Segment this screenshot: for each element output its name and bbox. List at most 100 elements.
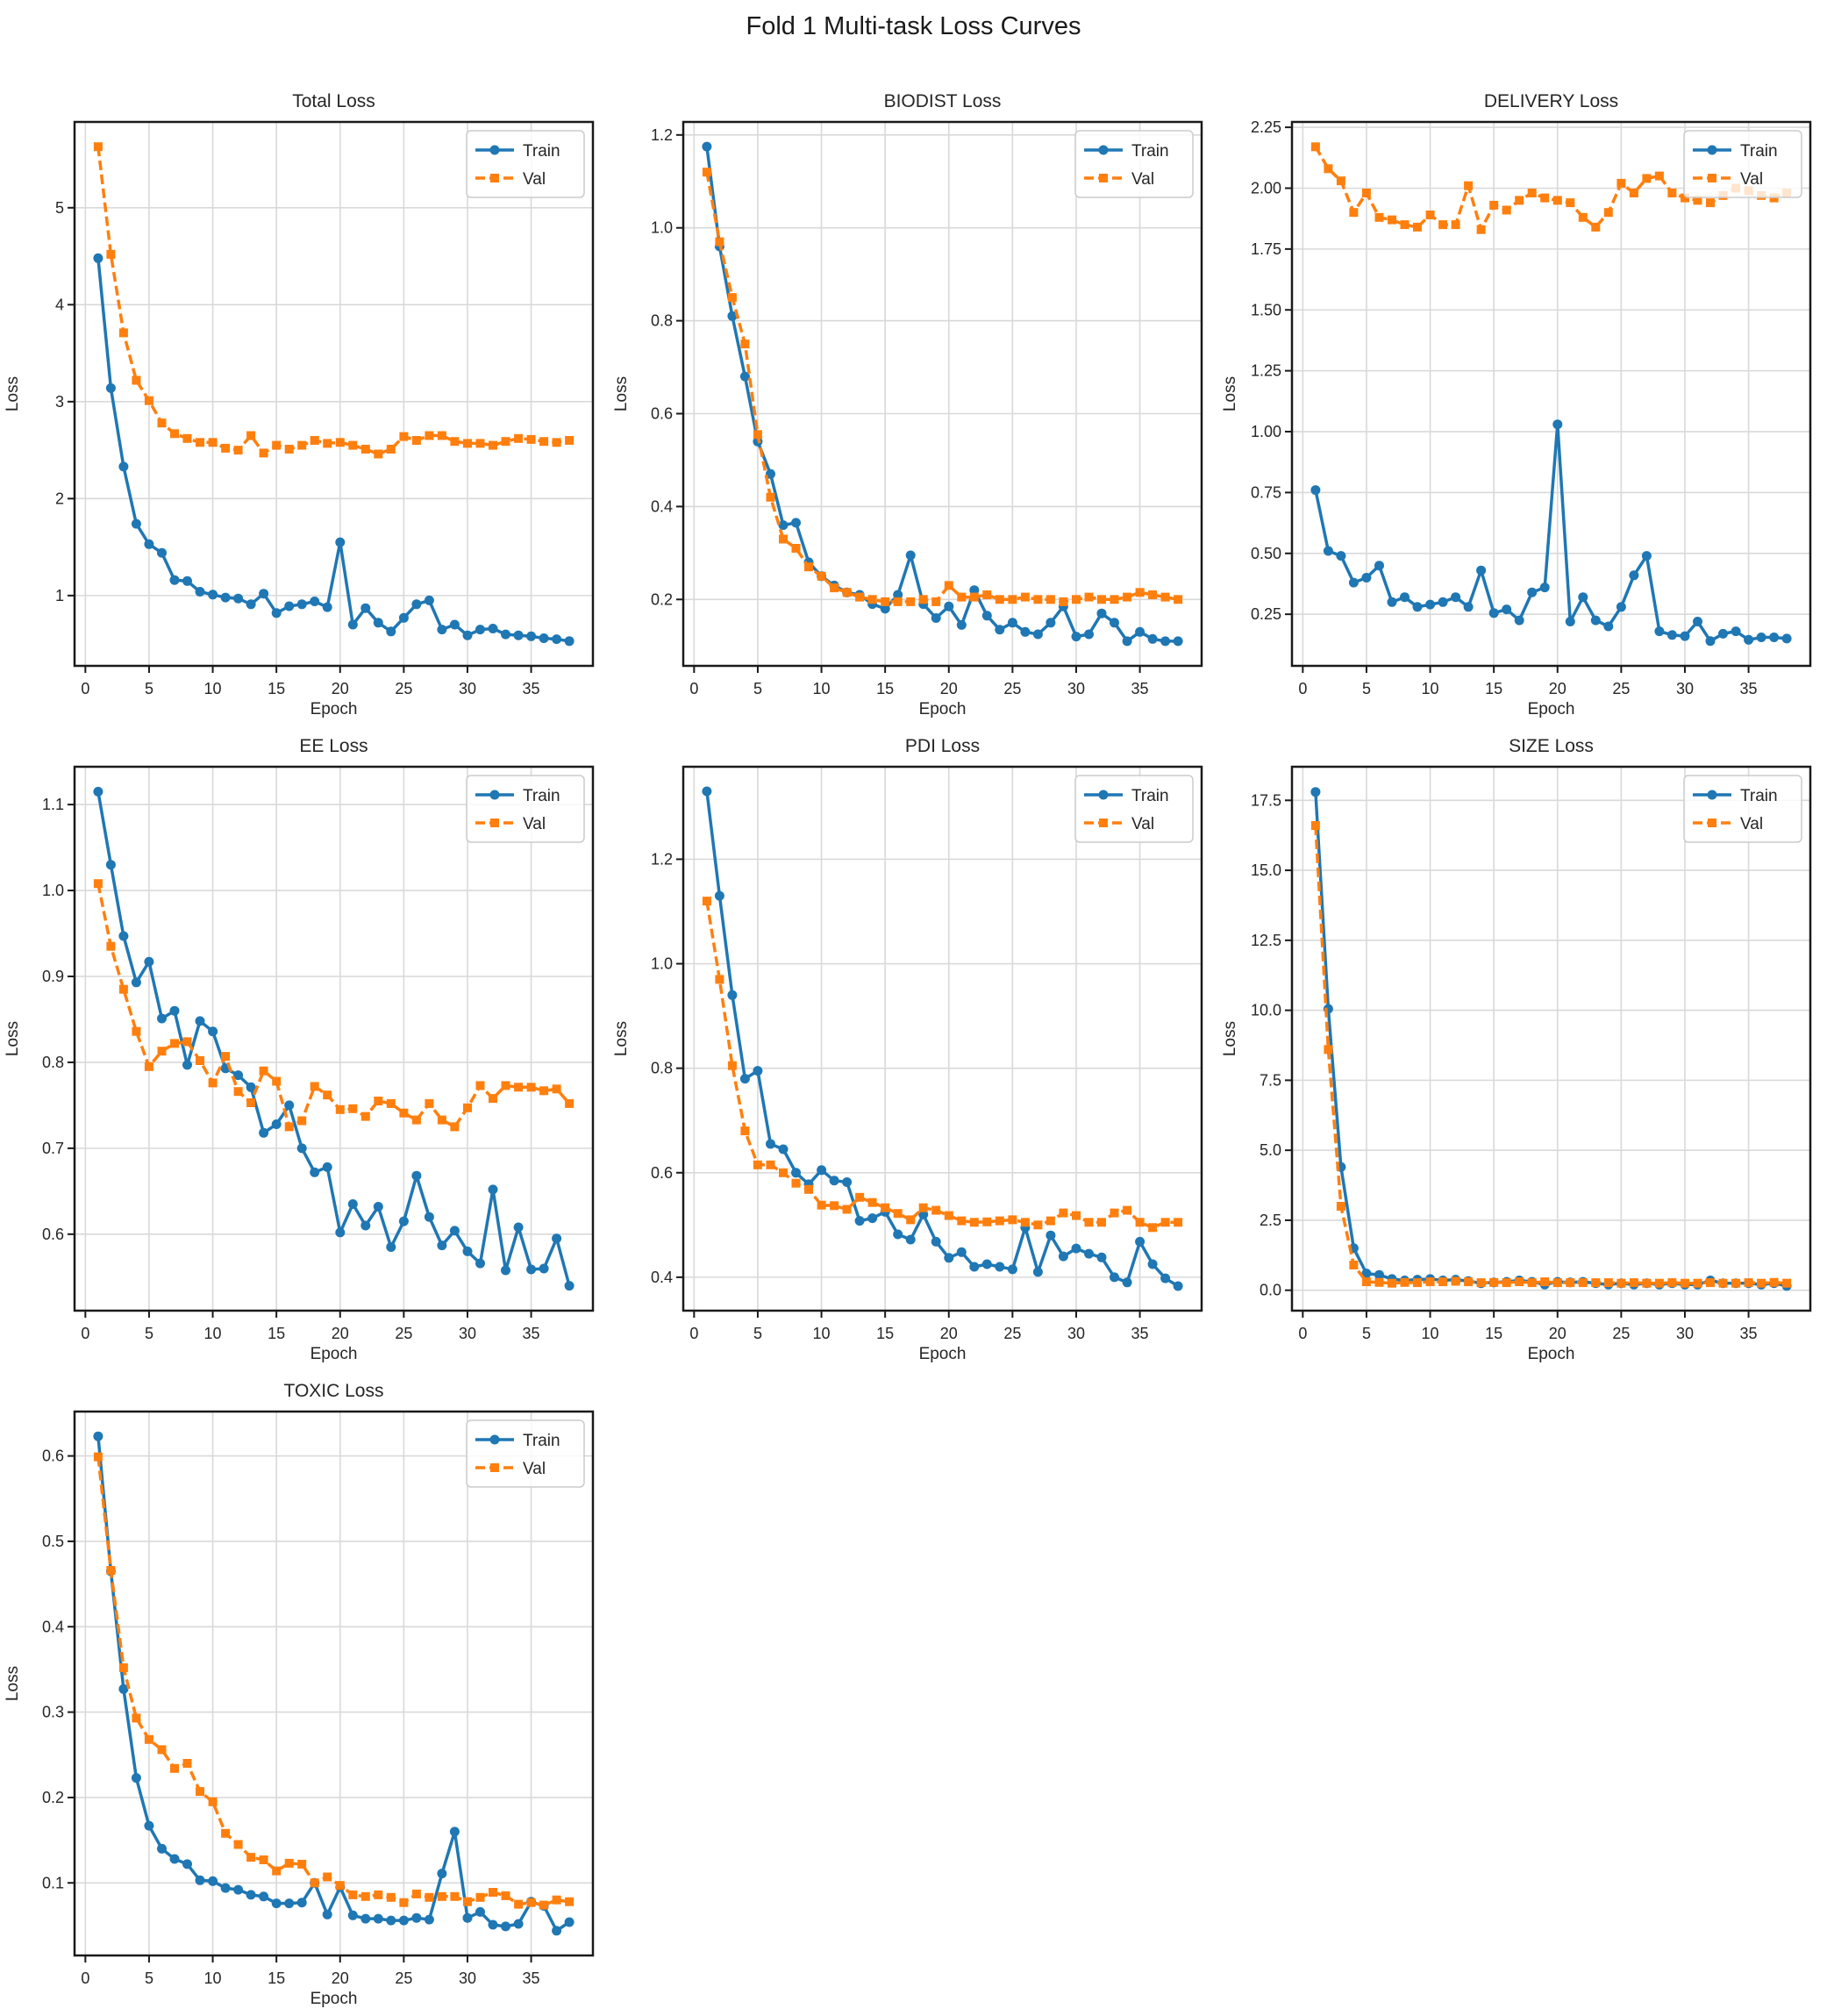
data-point-marker: [981, 1259, 992, 1269]
data-point-marker: [233, 1070, 244, 1081]
data-point-marker: [399, 432, 409, 441]
y-tick-label: 0.1: [42, 1874, 64, 1891]
data-point-marker: [411, 1170, 422, 1181]
data-point-marker: [1110, 618, 1119, 628]
data-point-marker: [727, 293, 737, 303]
data-point-marker: [1590, 615, 1601, 626]
x-tick-label: 35: [523, 1970, 540, 1987]
x-axis-label: Epoch: [310, 1990, 358, 2008]
data-point-marker: [1084, 629, 1094, 640]
data-point-marker: [1425, 599, 1436, 610]
data-point-marker: [310, 1878, 319, 1888]
data-point-marker: [424, 1914, 434, 1925]
x-tick-label: 25: [395, 1325, 412, 1342]
data-point-marker: [450, 1891, 460, 1901]
data-point-marker: [830, 583, 839, 593]
data-point-marker: [1147, 1259, 1158, 1269]
data-point-marker: [501, 629, 510, 640]
legend-marker: [1707, 790, 1717, 800]
data-point-marker: [169, 1854, 180, 1864]
data-point-marker: [969, 592, 979, 602]
x-axis-label: Epoch: [919, 1345, 967, 1363]
data-point-marker: [957, 1216, 967, 1226]
data-point-marker: [106, 941, 116, 951]
data-point-marker: [310, 597, 320, 606]
figure-suptitle: Fold 1 Multi-task Loss Curves: [746, 12, 1081, 40]
data-point-marker: [740, 340, 750, 349]
data-point-marker: [715, 975, 724, 984]
data-point-marker: [1174, 595, 1183, 604]
data-point-marker: [753, 430, 762, 440]
data-point-marker: [284, 1858, 294, 1868]
x-tick-label: 5: [753, 1325, 762, 1342]
grid-lines: [1292, 122, 1810, 666]
data-point-marker: [284, 1122, 294, 1132]
size-loss-val-series: [1310, 821, 1792, 1288]
data-point-marker: [526, 1083, 536, 1092]
data-point-marker: [424, 1212, 434, 1222]
chart-toxic-loss: 0 5 10 15 20 25 30 35 0.1 0.2 0.3 0.4 0.5 0.6 TOXIC Lo…: [4, 1381, 595, 2008]
data-point-marker: [969, 1262, 980, 1272]
legend-marker: [489, 145, 500, 155]
y-tick-label: 0.6: [651, 1164, 673, 1182]
data-point-marker: [475, 1892, 485, 1902]
axis-ticks: 0 5 10 15 20 25 30 35 0.25 0.50 0.75 1.00 1.25 1.50 1.…: [1251, 118, 1758, 697]
data-point-marker: [552, 1926, 562, 1936]
x-tick-label: 20: [1549, 1325, 1567, 1342]
y-tick-label: 1.0: [42, 882, 64, 899]
y-tick-label: 1.25: [1251, 362, 1281, 380]
x-tick-label: 25: [395, 680, 412, 697]
ee-loss-train-series: [93, 786, 575, 1291]
data-point-marker: [475, 1258, 485, 1269]
x-tick-label: 10: [813, 1325, 831, 1342]
data-point-marker: [1718, 628, 1728, 639]
data-point-marker: [360, 445, 370, 454]
data-point-marker: [463, 1897, 472, 1906]
legend-label: Val: [523, 170, 546, 189]
x-tick-label: 35: [1131, 680, 1149, 697]
data-point-marker: [284, 1898, 295, 1909]
data-point-marker: [118, 461, 129, 472]
x-tick-label: 20: [332, 1970, 349, 1987]
x-tick-label: 35: [523, 680, 540, 697]
x-tick-label: 20: [332, 1325, 349, 1342]
x-tick-label: 0: [1298, 680, 1307, 697]
data-point-marker: [425, 1892, 434, 1902]
data-point-marker: [1502, 205, 1511, 215]
data-point-marker: [905, 1234, 916, 1245]
x-tick-label: 0: [81, 1970, 89, 1987]
data-point-marker: [1096, 1252, 1107, 1262]
y-tick-label: 2.5: [1260, 1212, 1281, 1229]
plot-frame: [1290, 765, 1812, 1312]
data-point-marker: [170, 429, 179, 439]
data-point-marker: [259, 589, 269, 599]
data-point-marker: [1641, 551, 1652, 561]
data-point-marker: [1336, 551, 1346, 561]
data-point-marker: [893, 1229, 903, 1240]
data-point-marker: [1552, 1278, 1562, 1288]
data-point-marker: [1693, 617, 1702, 626]
data-point-marker: [335, 438, 345, 447]
data-point-marker: [272, 440, 282, 450]
data-point-marker: [1020, 626, 1031, 637]
data-point-marker: [1361, 1277, 1371, 1287]
data-point-marker: [727, 1061, 737, 1070]
x-tick-label: 30: [1676, 1325, 1694, 1342]
data-point-marker: [144, 396, 153, 405]
x-tick-label: 15: [268, 680, 285, 697]
data-point-marker: [144, 1062, 153, 1071]
data-point-marker: [513, 1222, 524, 1233]
data-point-marker: [956, 1247, 967, 1257]
data-point-marker: [105, 860, 116, 870]
data-point-marker: [526, 434, 536, 444]
data-point-marker: [1425, 211, 1435, 219]
legend: Train Val: [466, 130, 585, 198]
data-point-marker: [791, 1178, 801, 1188]
data-point-marker: [539, 437, 549, 447]
data-point-marker: [1540, 193, 1550, 203]
data-point-marker: [360, 603, 371, 613]
data-point-marker: [1603, 621, 1614, 632]
data-point-marker: [1110, 1272, 1119, 1283]
data-point-marker: [1032, 1267, 1043, 1277]
y-tick-label: 0.3: [42, 1704, 64, 1721]
